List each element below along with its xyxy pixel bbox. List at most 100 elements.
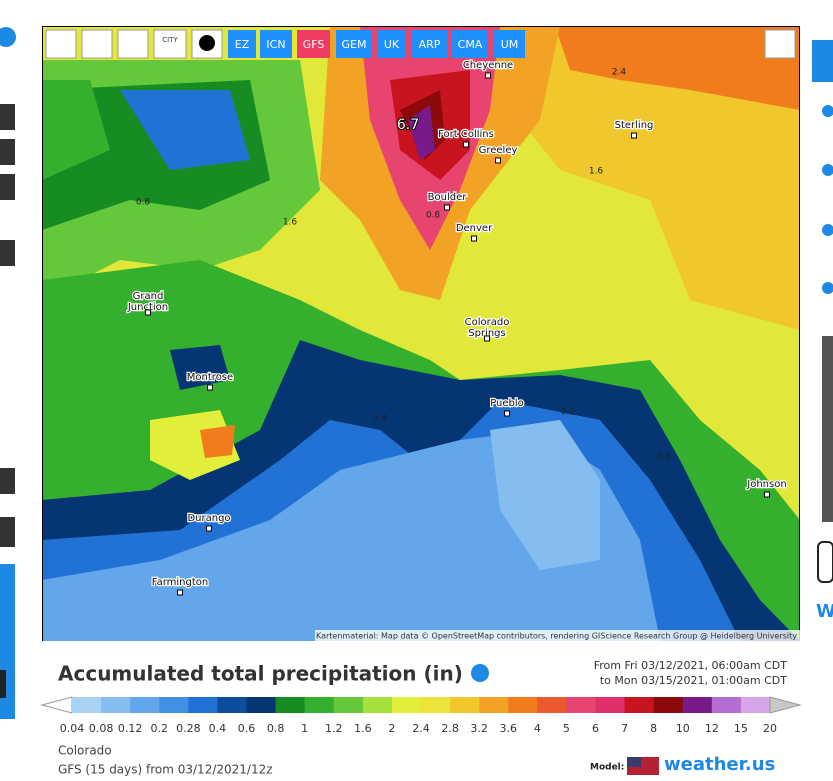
scale-cell (711, 697, 742, 713)
model-button[interactable] (412, 30, 447, 58)
legend-title: Accumulated total precipitation (in) (58, 662, 463, 686)
model-button-label: ARP (419, 38, 441, 51)
city-label: Sterling (615, 120, 654, 131)
model-label: Model: (590, 763, 624, 773)
city-dot (207, 384, 213, 391)
period-from: From Fri 03/12/2021, 06:00am CDT (594, 659, 788, 672)
scale-label: 2 (388, 722, 395, 735)
scale-label: 0.4 (209, 722, 227, 735)
city-dot (444, 204, 450, 211)
scale-label: 2.4 (412, 722, 430, 735)
scale-cell (479, 697, 509, 713)
map (42, 26, 800, 641)
scale-label: 3.2 (470, 722, 488, 735)
city-dot (145, 309, 151, 316)
scale-cell (333, 697, 364, 713)
scale-label: 12 (705, 722, 719, 735)
zoom-button[interactable] (117, 29, 149, 59)
city-dot (495, 157, 501, 164)
scale-label: 6 (592, 722, 599, 735)
city-label: Denver (456, 223, 493, 234)
side-button[interactable] (0, 517, 15, 547)
scale-cell (275, 697, 306, 713)
refresh-button[interactable] (45, 29, 77, 59)
city-dot (463, 141, 469, 148)
marker-icon (199, 35, 215, 51)
model-button-label: UK (384, 38, 400, 51)
period-to: to Mon 03/15/2021, 01:00am CDT (600, 674, 787, 687)
scale-label: 0.28 (176, 722, 201, 735)
scale-cell (188, 697, 218, 713)
contour-label: 0.8 (136, 198, 151, 208)
info-icon[interactable] (0, 27, 16, 47)
bullet (822, 105, 833, 117)
scale-cell (740, 697, 771, 713)
model-button[interactable] (228, 30, 256, 58)
city-label: Fort Collins (438, 129, 494, 140)
city-dot (484, 335, 490, 342)
contour-label: 0.8 (426, 211, 441, 221)
side-button[interactable] (0, 240, 15, 266)
scale-cell (624, 697, 655, 713)
side-button[interactable] (0, 104, 15, 130)
scale-cell (217, 697, 247, 713)
city-dot (471, 235, 477, 242)
model-button[interactable] (297, 30, 330, 58)
model-button[interactable] (494, 30, 525, 58)
info-icon[interactable] (471, 664, 489, 682)
scale-label: 1.6 (354, 722, 372, 735)
scale-cell (450, 697, 480, 713)
bullet (822, 282, 833, 294)
model-button-label: EZ (235, 38, 250, 51)
toolbar: CITY (45, 29, 796, 59)
side-link[interactable]: W (816, 601, 833, 622)
scale-arrow-right (769, 696, 802, 714)
scale-cell (595, 697, 626, 713)
scale-label: 5 (563, 722, 570, 735)
attribution-bg (315, 630, 800, 641)
color-scale: 0.04 0.08 0.12 0.2 0.28 0.4 0.6 0.8 1 1.2 1.6 2 2.4 2… (40, 696, 802, 735)
scale-label: 3.6 (500, 722, 518, 735)
scale-cell (653, 697, 684, 713)
city-label: Pueblo (490, 398, 524, 409)
contour-label: 2.4 (612, 68, 627, 78)
model-button[interactable] (336, 30, 372, 58)
share-button[interactable] (764, 29, 796, 59)
scale-cell (391, 697, 422, 713)
city-label: Durango (187, 513, 230, 524)
model-button-label: GEM (342, 38, 367, 51)
side-button[interactable] (0, 139, 15, 165)
thumbnail[interactable] (822, 336, 833, 522)
scale-cell (72, 697, 102, 713)
city-label: Farmington (152, 577, 208, 588)
side-button[interactable] (0, 468, 15, 494)
model-button[interactable] (260, 30, 292, 58)
city-dot (764, 491, 770, 498)
side-button[interactable] (0, 174, 15, 200)
scale-arrow-left (40, 696, 73, 714)
scale-label: 1.2 (325, 722, 343, 735)
location-button[interactable] (81, 29, 113, 59)
city-dot (177, 589, 183, 596)
side-button[interactable] (812, 40, 833, 82)
scale-label: 20 (763, 722, 777, 735)
city-dot (485, 72, 491, 79)
scale-cell (421, 697, 451, 713)
city-label: Johnson (746, 479, 786, 490)
city-dot (631, 132, 637, 139)
model-button[interactable] (377, 30, 406, 58)
city-label: Greeley (479, 145, 518, 156)
scale-label: 10 (676, 722, 690, 735)
model-button[interactable] (452, 30, 488, 58)
bullet (822, 164, 833, 176)
model-button-label: CMA (458, 38, 483, 51)
brand[interactable]: weather.us (664, 754, 775, 775)
model-button-label: GFS (303, 38, 325, 51)
city-button[interactable] (153, 29, 187, 59)
attribution: Kartenmaterial: Map data © OpenStreetMap… (316, 632, 797, 641)
scale-label: 0.8 (267, 722, 285, 735)
side-button[interactable] (817, 541, 833, 583)
side-button[interactable] (0, 670, 6, 698)
region: Colorado (58, 744, 112, 758)
